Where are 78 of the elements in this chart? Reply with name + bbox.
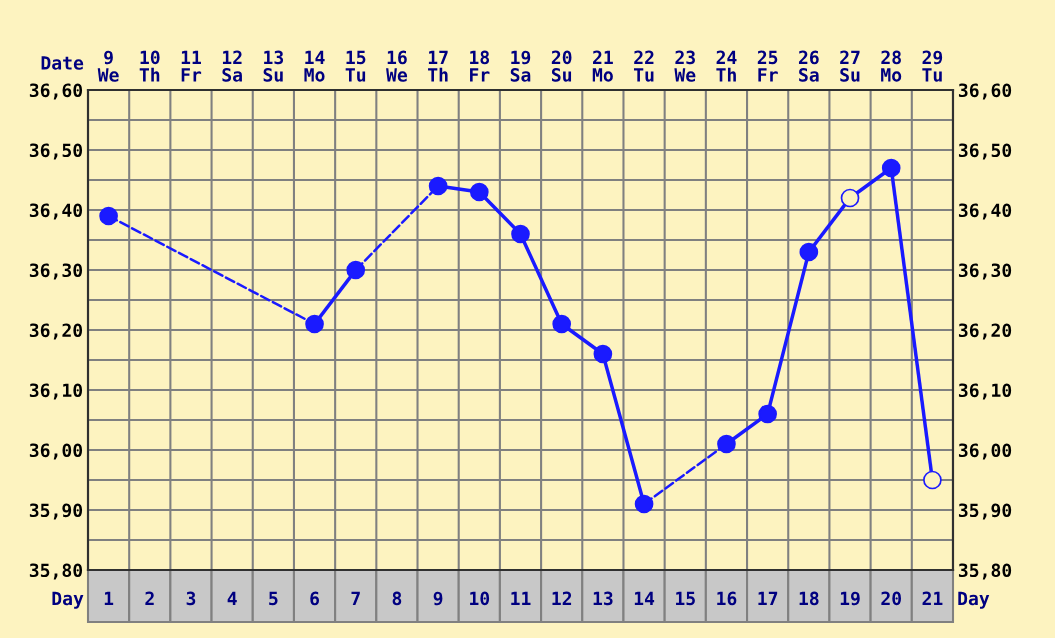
y2-tick-label: 36,10 — [958, 383, 1012, 400]
x-tick-label: 8 — [392, 591, 402, 606]
point — [923, 470, 942, 490]
x-tick-label: 7 — [351, 591, 360, 605]
y2-tick-label: 35,80 — [958, 563, 1012, 580]
point — [346, 260, 366, 280]
text: 27 Su — [840, 50, 860, 82]
text: 9 We — [97, 50, 119, 82]
point — [305, 314, 324, 334]
x-tick-label: 21 — [922, 591, 943, 605]
point — [758, 404, 777, 424]
y2-tick-label: 36,50 — [958, 143, 1012, 160]
y2-tick-label: 36,60 — [958, 83, 1012, 100]
text: 16 We — [386, 50, 408, 82]
x-axis-title: Day — [52, 591, 84, 609]
text: 15 Tu — [345, 50, 366, 82]
x-tick-label: 11 — [511, 591, 531, 605]
y-tick-label: 36,50 — [29, 143, 83, 160]
x-tick-label: 14 — [634, 591, 655, 605]
x-tick-label: 4 — [227, 591, 237, 605]
x-tick-label: 5 — [269, 591, 278, 606]
x-tick-label: 16 — [717, 591, 737, 606]
x-tick-label: 17 — [758, 591, 778, 605]
point — [881, 158, 901, 178]
text: 12 Sa — [222, 50, 242, 82]
x-tick-label: 1 — [104, 591, 114, 605]
y-tick-label: 36,00 — [29, 443, 83, 460]
x-tick-label: 15 — [676, 591, 695, 606]
y-tick-label: 35,80 — [29, 563, 83, 580]
text: 13 Su — [263, 50, 284, 82]
text: Date — [41, 56, 84, 70]
point — [840, 188, 860, 208]
x-tick-label: 13 — [593, 591, 613, 606]
text: 17 Th — [428, 50, 448, 82]
text: 26 Sa — [798, 50, 819, 82]
point — [717, 434, 736, 454]
x-tick-label: 20 — [881, 591, 901, 606]
x-tick-label: 9 — [433, 591, 443, 606]
point — [428, 176, 448, 196]
x-tick-label: 10 — [470, 591, 490, 606]
y-tick-label: 36,20 — [29, 323, 83, 340]
text: 23 We — [674, 50, 696, 82]
point — [799, 242, 819, 262]
y-tick-label: 35,90 — [29, 503, 83, 520]
x-tick-label: 12 — [552, 591, 572, 605]
text: Day — [958, 591, 990, 609]
text: 11 Fr — [181, 50, 202, 82]
point — [469, 182, 489, 202]
point — [511, 224, 530, 244]
text: 19 Sa — [510, 50, 531, 82]
y-tick-label: 36,60 — [29, 83, 83, 100]
x-tick-label: 18 — [799, 591, 819, 606]
text: 18 Fr — [470, 50, 490, 82]
y-tick-label: 36,30 — [29, 263, 83, 280]
y2-tick-label: 36,40 — [958, 203, 1012, 220]
point — [99, 206, 118, 226]
y-tick-label: 36,10 — [29, 383, 83, 400]
text: 22 Tu — [633, 50, 654, 82]
text: 21 Mo — [592, 50, 613, 82]
x-tick-label: 6 — [310, 591, 319, 606]
x-tick-label: 19 — [840, 591, 860, 606]
point — [634, 494, 654, 514]
point — [552, 314, 572, 334]
x-tick-label: 2 — [145, 591, 154, 605]
point — [593, 344, 613, 364]
x-tick-label: 3 — [186, 591, 196, 606]
y2-tick-label: 35,90 — [958, 503, 1012, 520]
text: 20 Su — [551, 50, 572, 82]
y-tick-label: 36,40 — [29, 203, 83, 220]
y2-tick-label: 36,20 — [958, 323, 1012, 340]
text: 24 Th — [716, 50, 737, 82]
y2-tick-label: 36,30 — [958, 263, 1012, 280]
text: 29 Tu — [922, 50, 943, 82]
text: 10 Th — [139, 50, 160, 82]
text: 28 Mo — [881, 50, 902, 82]
y2-tick-label: 36,00 — [958, 443, 1012, 460]
text: 14 Mo — [304, 50, 325, 82]
text: 25 Fr — [757, 50, 778, 82]
